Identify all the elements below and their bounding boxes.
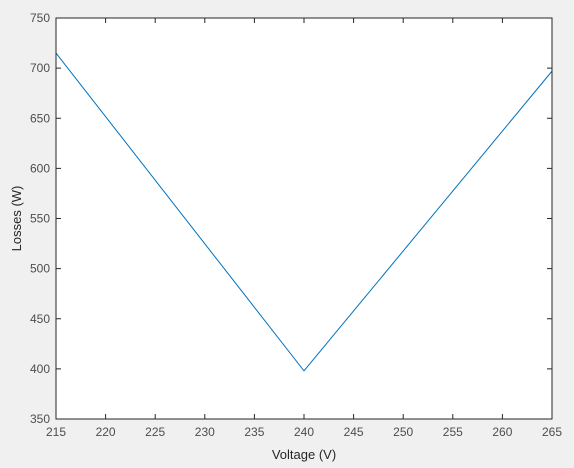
axes-box xyxy=(55,17,553,420)
x-tick-label: 265 xyxy=(542,425,562,439)
x-tick-label: 245 xyxy=(344,425,364,439)
plot-area xyxy=(56,18,552,419)
x-tick-label: 260 xyxy=(492,425,512,439)
y-tick-label: 600 xyxy=(30,161,50,175)
y-tick-label: 650 xyxy=(30,111,50,125)
x-axis-label: Voltage (V) xyxy=(272,447,336,462)
y-tick-label: 550 xyxy=(30,212,50,226)
series-line xyxy=(55,52,553,372)
x-tick-label: 250 xyxy=(393,425,413,439)
y-tick-label: 450 xyxy=(30,312,50,326)
x-tick-label: 235 xyxy=(244,425,264,439)
axis-tick-labels: 215 220 225 230 235 240 245 250 255 260 265 350 400 4… xyxy=(30,11,562,439)
y-tick-label: 400 xyxy=(30,362,50,376)
y-tick-label: 500 xyxy=(30,262,50,276)
x-tick-label: 230 xyxy=(195,425,215,439)
y-axis-label: Losses (W) xyxy=(9,186,24,252)
x-tick-label: 255 xyxy=(443,425,463,439)
x-tick-label: 225 xyxy=(145,425,165,439)
y-tick-label: 750 xyxy=(30,11,50,25)
x-tick-label: 220 xyxy=(96,425,116,439)
x-tick-label: 215 xyxy=(46,425,66,439)
y-tick-label: 700 xyxy=(30,61,50,75)
y-tick-label: 350 xyxy=(30,412,50,426)
x-tick-label: 240 xyxy=(294,425,314,439)
